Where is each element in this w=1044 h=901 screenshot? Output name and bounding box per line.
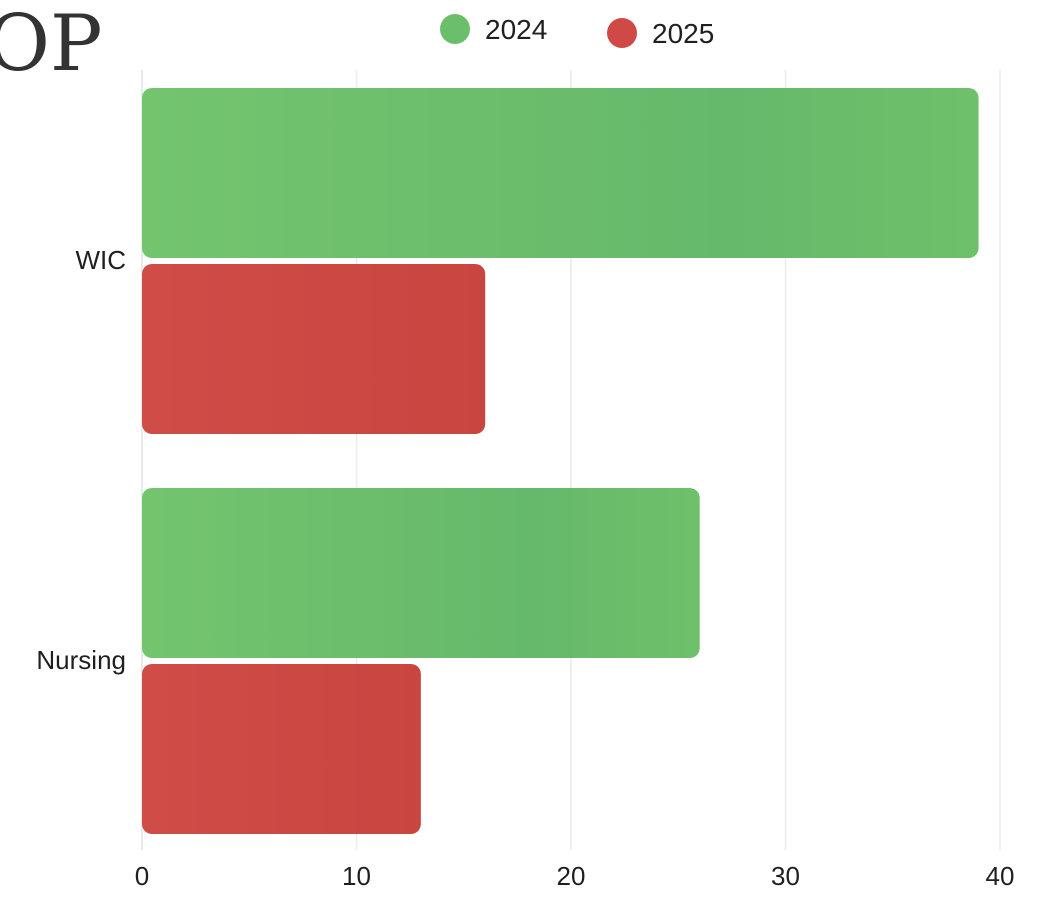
legend: 2024 2025: [440, 14, 714, 49]
bars: [142, 88, 979, 834]
x-tick-label-0: 0: [135, 861, 149, 891]
bar-wic-2025: [142, 264, 486, 434]
page-title-fragment: OP: [0, 0, 102, 89]
x-tick-label-10: 10: [342, 861, 371, 891]
category-label-wic: WIC: [75, 245, 126, 275]
legend-swatch-2024: [440, 14, 470, 44]
bar-wic-2024: [142, 88, 979, 258]
legend-label-2025: 2025: [652, 18, 714, 49]
x-tick-label-30: 30: [771, 861, 800, 891]
bar-nursing-2025: [142, 664, 421, 834]
x-tick-label-20: 20: [557, 861, 586, 891]
legend-swatch-2025: [607, 18, 637, 48]
category-label-nursing: Nursing: [36, 645, 126, 675]
x-axis-ticks: 0 10 20 30 40: [135, 861, 1015, 891]
x-tick-label-40: 40: [986, 861, 1015, 891]
bar-nursing-2024: [142, 488, 700, 658]
category-labels: WIC Nursing: [36, 245, 126, 675]
legend-label-2024: 2024: [485, 14, 547, 45]
